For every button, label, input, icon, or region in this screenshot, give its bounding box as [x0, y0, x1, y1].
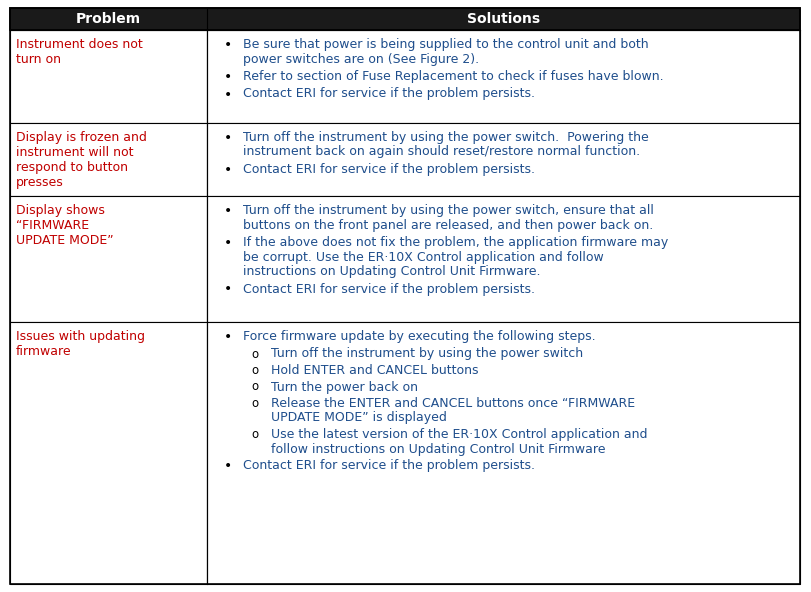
Text: Turn the power back on: Turn the power back on: [271, 381, 418, 394]
Bar: [10, 196, 207, 322]
Text: Contact ERI for service if the problem persists.: Contact ERI for service if the problem p…: [243, 459, 535, 472]
Text: o: o: [251, 348, 259, 361]
Text: be corrupt. Use the ER·10X Control application and follow: be corrupt. Use the ER·10X Control appli…: [243, 250, 603, 263]
Text: Solutions: Solutions: [467, 12, 540, 26]
Text: power switches are on (See Figure 2).: power switches are on (See Figure 2).: [243, 53, 479, 66]
Text: Contact ERI for service if the problem persists.: Contact ERI for service if the problem p…: [243, 163, 535, 176]
Text: o: o: [251, 364, 259, 377]
Text: •: •: [224, 163, 232, 177]
Bar: [207, 123, 800, 196]
Text: •: •: [224, 88, 232, 101]
Text: •: •: [224, 459, 232, 473]
Text: Be sure that power is being supplied to the control unit and both: Be sure that power is being supplied to …: [243, 38, 649, 51]
Text: Release the ENTER and CANCEL buttons once “FIRMWARE: Release the ENTER and CANCEL buttons onc…: [271, 397, 635, 410]
Text: UPDATE MODE” is displayed: UPDATE MODE” is displayed: [271, 411, 447, 424]
Text: Issues with updating
firmware: Issues with updating firmware: [16, 330, 145, 358]
Bar: [207, 30, 800, 123]
Bar: [10, 30, 207, 123]
Text: follow instructions on Updating Control Unit Firmware: follow instructions on Updating Control …: [271, 442, 606, 455]
Bar: [10, 8, 800, 30]
Text: Problem: Problem: [76, 12, 141, 26]
Text: o: o: [251, 428, 259, 441]
Bar: [10, 322, 207, 584]
Text: instrument back on again should reset/restore normal function.: instrument back on again should reset/re…: [243, 146, 640, 159]
Text: If the above does not fix the problem, the application firmware may: If the above does not fix the problem, t…: [243, 236, 668, 249]
Text: •: •: [224, 204, 232, 218]
Text: Display is frozen and
instrument will not
respond to button
presses: Display is frozen and instrument will no…: [16, 131, 147, 189]
Text: Contact ERI for service if the problem persists.: Contact ERI for service if the problem p…: [243, 88, 535, 101]
Text: Force firmware update by executing the following steps.: Force firmware update by executing the f…: [243, 330, 595, 343]
Text: •: •: [224, 38, 232, 52]
Text: Contact ERI for service if the problem persists.: Contact ERI for service if the problem p…: [243, 282, 535, 295]
Text: o: o: [251, 381, 259, 394]
Text: Hold ENTER and CANCEL buttons: Hold ENTER and CANCEL buttons: [271, 364, 478, 377]
Text: Turn off the instrument by using the power switch, ensure that all: Turn off the instrument by using the pow…: [243, 204, 654, 217]
Text: •: •: [224, 131, 232, 145]
Text: Turn off the instrument by using the power switch: Turn off the instrument by using the pow…: [271, 348, 583, 361]
Text: Instrument does not
turn on: Instrument does not turn on: [16, 38, 143, 66]
Text: Display shows
“FIRMWARE
UPDATE MODE”: Display shows “FIRMWARE UPDATE MODE”: [16, 204, 114, 247]
Bar: [207, 196, 800, 322]
Text: o: o: [251, 397, 259, 410]
Text: Refer to section of Fuse Replacement to check if fuses have blown.: Refer to section of Fuse Replacement to …: [243, 70, 663, 83]
Text: instructions on Updating Control Unit Firmware.: instructions on Updating Control Unit Fi…: [243, 265, 540, 278]
Text: •: •: [224, 70, 232, 84]
Text: •: •: [224, 236, 232, 250]
Text: •: •: [224, 282, 232, 297]
Bar: [207, 322, 800, 584]
Text: Use the latest version of the ER·10X Control application and: Use the latest version of the ER·10X Con…: [271, 428, 647, 441]
Bar: [10, 123, 207, 196]
Text: Turn off the instrument by using the power switch.  Powering the: Turn off the instrument by using the pow…: [243, 131, 649, 144]
Text: buttons on the front panel are released, and then power back on.: buttons on the front panel are released,…: [243, 218, 653, 231]
Text: •: •: [224, 330, 232, 344]
